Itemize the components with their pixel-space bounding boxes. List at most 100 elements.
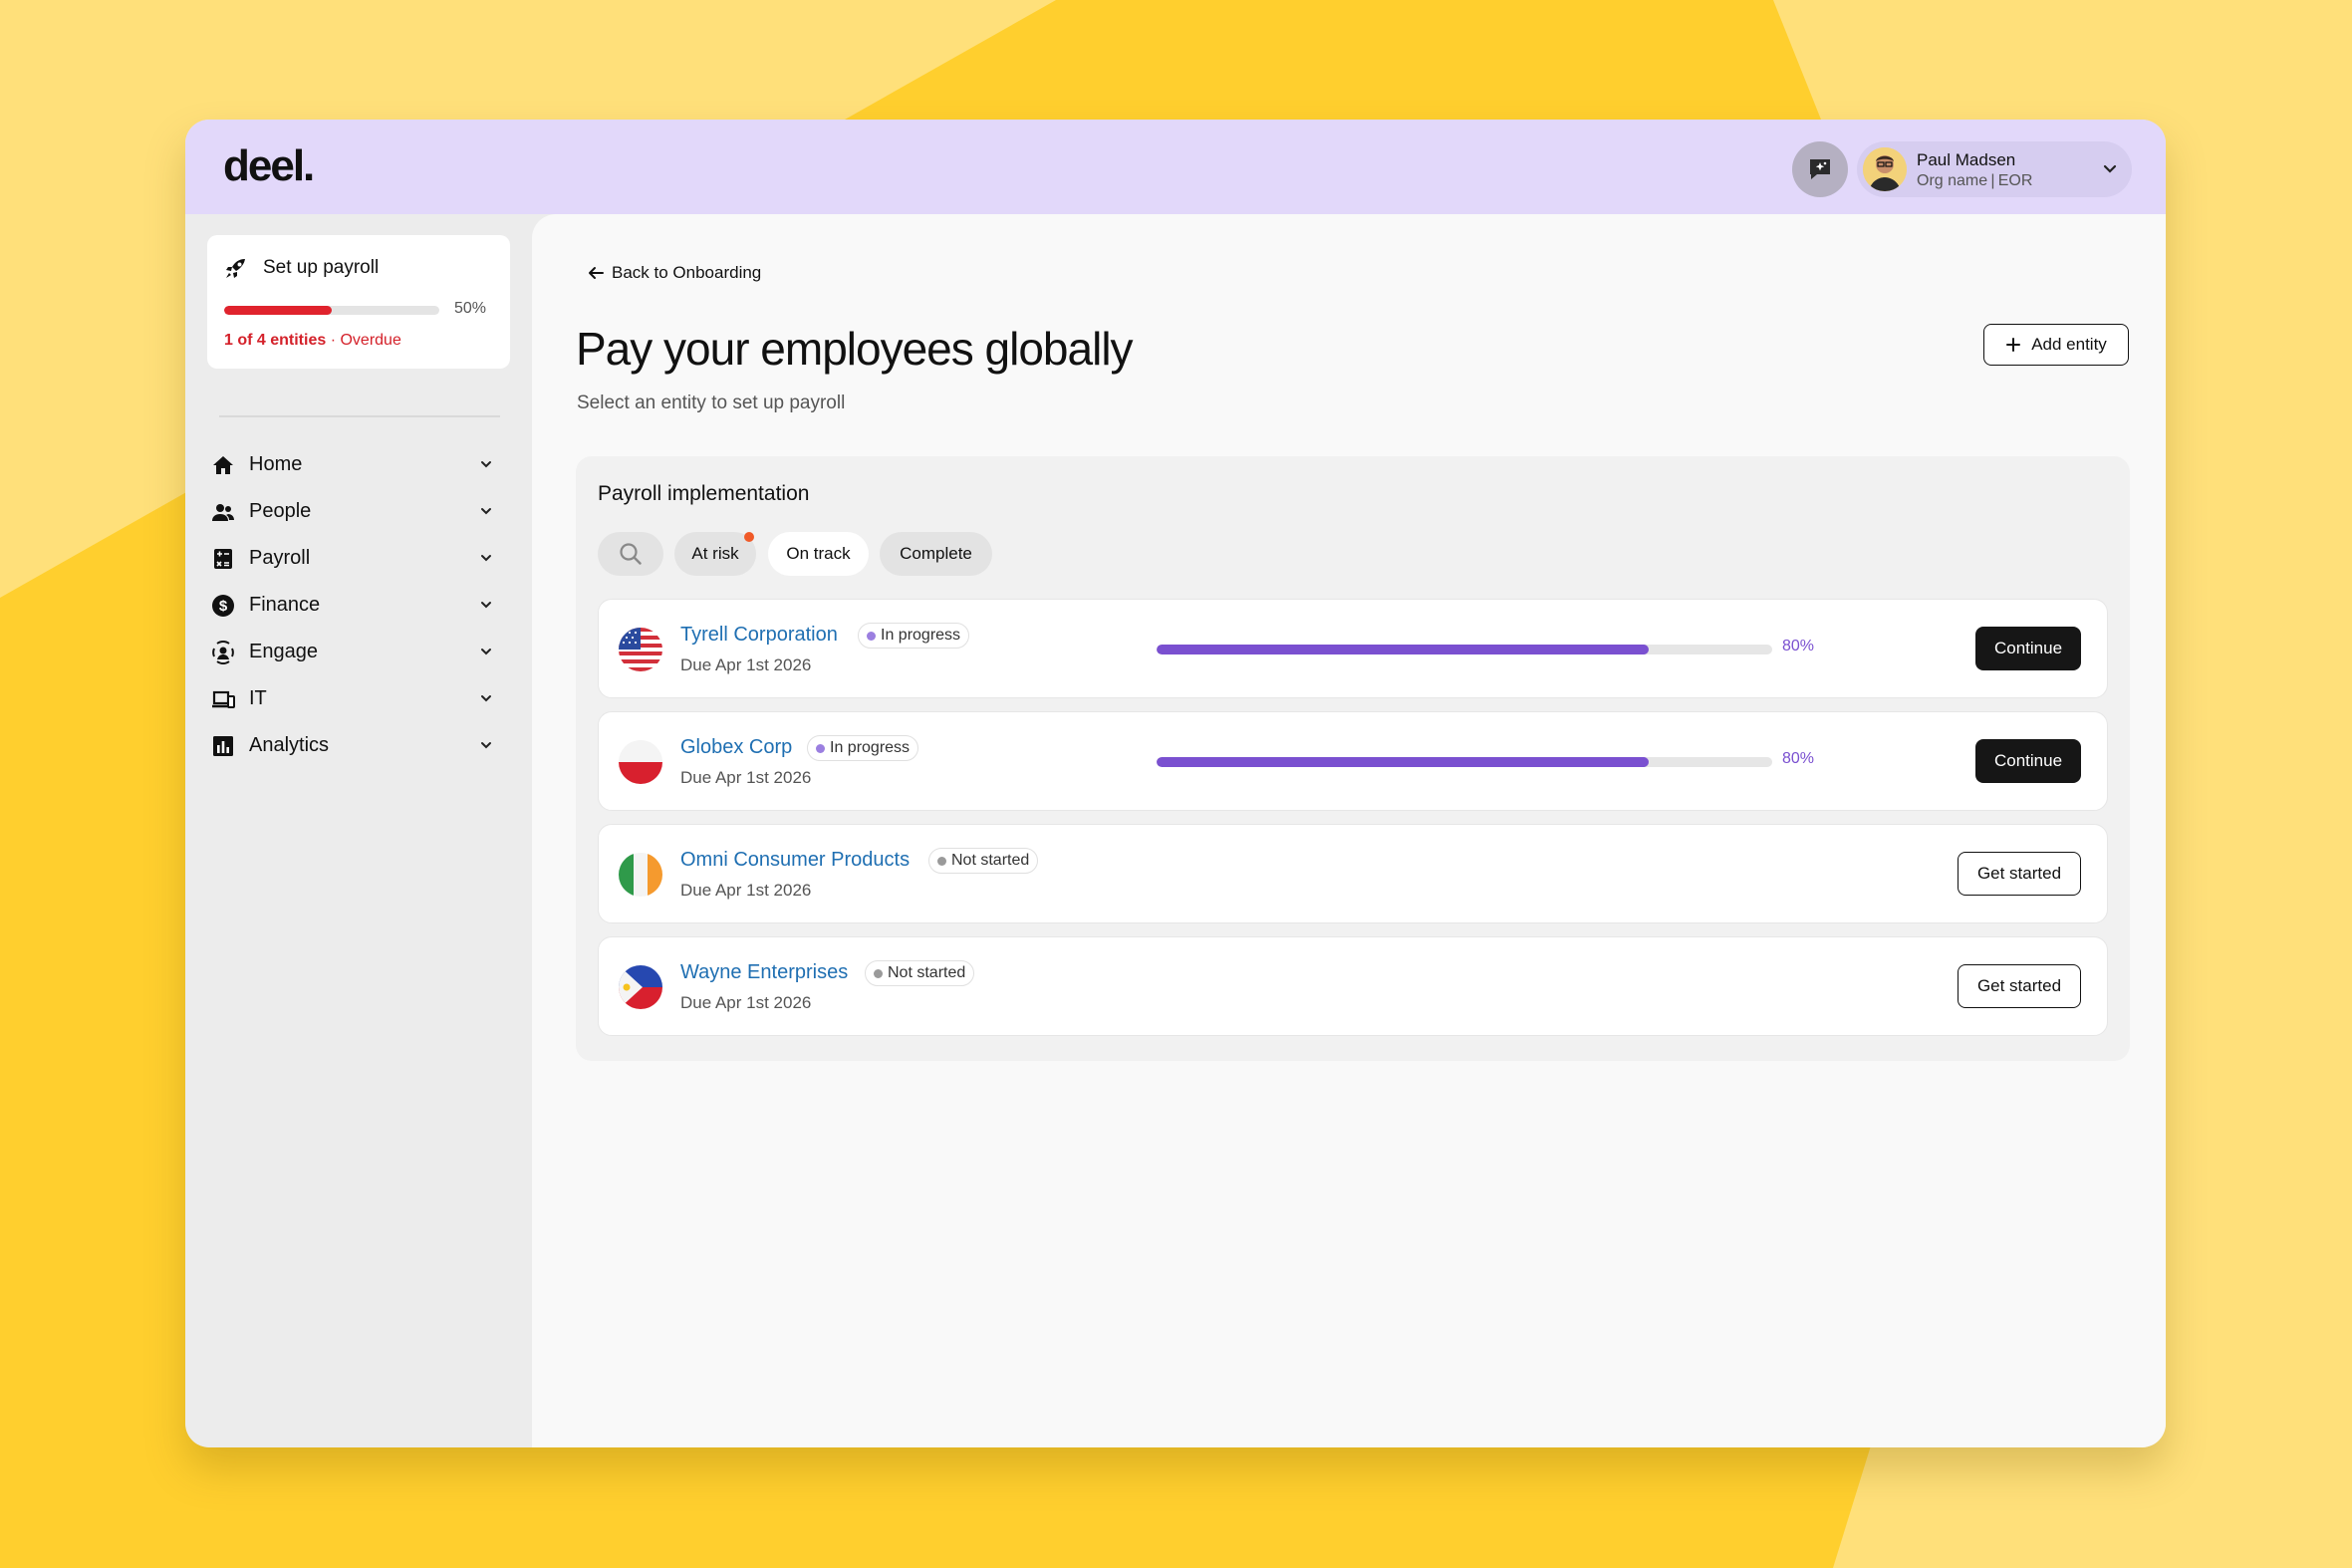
user-name: Paul Madsen: [1917, 150, 2016, 169]
ai-chat-icon: [1810, 159, 1830, 179]
get-started-button[interactable]: Get started: [1958, 964, 2081, 1008]
entity-name[interactable]: Omni Consumer Products: [680, 849, 911, 871]
entity-progress-label: 80%: [1782, 750, 1815, 767]
setup-payroll-card[interactable]: Set up payroll 50% 1 of 4 entities · Ove…: [207, 235, 510, 369]
add-entity-label: Add entity: [2031, 335, 2107, 354]
arrow-left-icon: [589, 267, 604, 279]
analytics-icon: [213, 736, 233, 756]
chevron-down-icon: [481, 555, 491, 562]
sidebar-item-home[interactable]: Home: [207, 441, 510, 488]
entity-progress-fill: [1157, 757, 1650, 767]
user-org: Org name | EOR: [1917, 172, 2033, 189]
due-date: Due Apr 1st 2026: [680, 881, 812, 900]
sidebar-item-finance[interactable]: $ Finance: [207, 582, 510, 629]
filter-label: At risk: [691, 544, 739, 563]
sidebar-item-people[interactable]: People: [207, 488, 510, 535]
sidebar-item-label: Payroll: [249, 547, 311, 569]
sidebar-item-engage[interactable]: Engage: [207, 629, 510, 675]
setup-progress-fill: [224, 306, 332, 315]
add-entity-button[interactable]: Add entity: [1983, 324, 2129, 366]
status-dot: [867, 632, 876, 641]
notification-dot: [744, 532, 754, 542]
entity-row[interactable]: Tyrell Corporation In progress Due Apr 1…: [598, 599, 2108, 698]
setup-meta: 1 of 4 entities · Overdue: [224, 332, 401, 350]
home-icon: [213, 456, 233, 474]
page-subtitle: Select an entity to set up payroll: [577, 392, 846, 413]
filter-label: Complete: [900, 544, 972, 563]
ai-assistant-button[interactable]: [1792, 141, 1848, 197]
user-menu[interactable]: Paul Madsen Org name | EOR: [1857, 141, 2132, 197]
back-to-onboarding-link[interactable]: Back to Onboarding: [586, 263, 761, 283]
due-date: Due Apr 1st 2026: [680, 768, 812, 787]
status-badge: Not started: [865, 960, 975, 986]
entity-progress-bar: [1157, 757, 1772, 767]
status-label: Not started: [888, 964, 966, 981]
get-started-button[interactable]: Get started: [1958, 852, 2081, 896]
sidebar-item-analytics[interactable]: Analytics: [207, 722, 510, 769]
status-badge: Not started: [928, 848, 1039, 874]
sidebar-item-label: Home: [249, 453, 303, 475]
setup-progress-label: 50%: [454, 300, 487, 317]
filter-on-track[interactable]: On track: [768, 532, 869, 576]
entity-row[interactable]: Wayne Enterprises Not started Due Apr 1s…: [598, 936, 2108, 1036]
chevron-down-icon: [481, 695, 491, 702]
sidebar-item-label: Finance: [249, 594, 321, 616]
sidebar-item-label: Analytics: [249, 734, 330, 756]
avatar: [1863, 147, 1907, 191]
search-button[interactable]: [598, 532, 663, 576]
status-dot: [874, 969, 883, 978]
philippines-flag-icon: [619, 965, 662, 1009]
chevron-down-icon: [481, 461, 491, 468]
chevron-down-icon: [481, 602, 491, 609]
ireland-flag-icon: [619, 853, 662, 897]
poland-flag-icon: [619, 740, 662, 784]
entity-row[interactable]: Omni Consumer Products Not started Due A…: [598, 824, 2108, 923]
back-label: Back to Onboarding: [612, 263, 762, 282]
deel-logo[interactable]: deel.: [223, 141, 315, 190]
svg-text:$: $: [219, 598, 228, 615]
people-icon: [212, 504, 234, 521]
sidebar-item-label: IT: [249, 687, 267, 709]
filter-complete[interactable]: Complete: [880, 532, 992, 576]
sidebar-item-label: People: [249, 500, 312, 522]
main-content: Back to Onboarding Pay your employees gl…: [532, 214, 2166, 1447]
status-dot: [937, 857, 946, 866]
sidebar-item-label: Engage: [249, 641, 318, 662]
chevron-down-icon: [481, 649, 491, 655]
us-flag-icon: [619, 628, 662, 671]
setup-title: Set up payroll: [263, 257, 380, 278]
panel-title: Payroll implementation: [598, 482, 810, 505]
engage-icon: [212, 641, 234, 664]
continue-button[interactable]: Continue: [1975, 627, 2081, 670]
sidebar-item-it[interactable]: IT: [207, 675, 510, 722]
entity-progress-label: 80%: [1782, 638, 1815, 654]
continue-button[interactable]: Continue: [1975, 739, 2081, 783]
chevron-down-icon: [2103, 164, 2117, 173]
status-label: Not started: [951, 852, 1030, 869]
sidebar-item-payroll[interactable]: Payroll: [207, 535, 510, 582]
payroll-icon: [214, 549, 232, 569]
page-title: Pay your employees globally: [576, 323, 1134, 375]
status-dot: [816, 744, 825, 753]
entity-name[interactable]: Wayne Enterprises: [680, 961, 849, 983]
top-bar: deel. Paul Madsen Org name | EOR: [185, 120, 2166, 214]
chevron-down-icon: [481, 742, 491, 749]
entity-row[interactable]: Globex Corp In progress Due Apr 1st 2026…: [598, 711, 2108, 811]
finance-icon: $: [212, 595, 234, 617]
entity-progress-fill: [1157, 645, 1650, 654]
sidebar-nav: Home People Payroll $ Finance Engage: [207, 441, 510, 769]
plus-icon: [2006, 338, 2021, 352]
meta-separator: ·: [330, 332, 337, 349]
entities-count: 1 of 4 entities: [224, 332, 327, 349]
status-badge: In progress: [807, 735, 919, 761]
it-icon: [212, 690, 235, 708]
entity-progress-bar: [1157, 645, 1772, 654]
status-label: In progress: [830, 739, 911, 756]
entity-name[interactable]: Tyrell Corporation: [680, 624, 838, 646]
sidebar-divider: [219, 415, 500, 417]
payroll-implementation-panel: Payroll implementation At risk On track …: [576, 456, 2130, 1061]
entity-name[interactable]: Globex Corp: [680, 736, 793, 758]
filter-at-risk[interactable]: At risk: [674, 532, 756, 576]
due-date: Due Apr 1st 2026: [680, 993, 812, 1012]
sidebar: Set up payroll 50% 1 of 4 entities · Ove…: [185, 214, 532, 1447]
